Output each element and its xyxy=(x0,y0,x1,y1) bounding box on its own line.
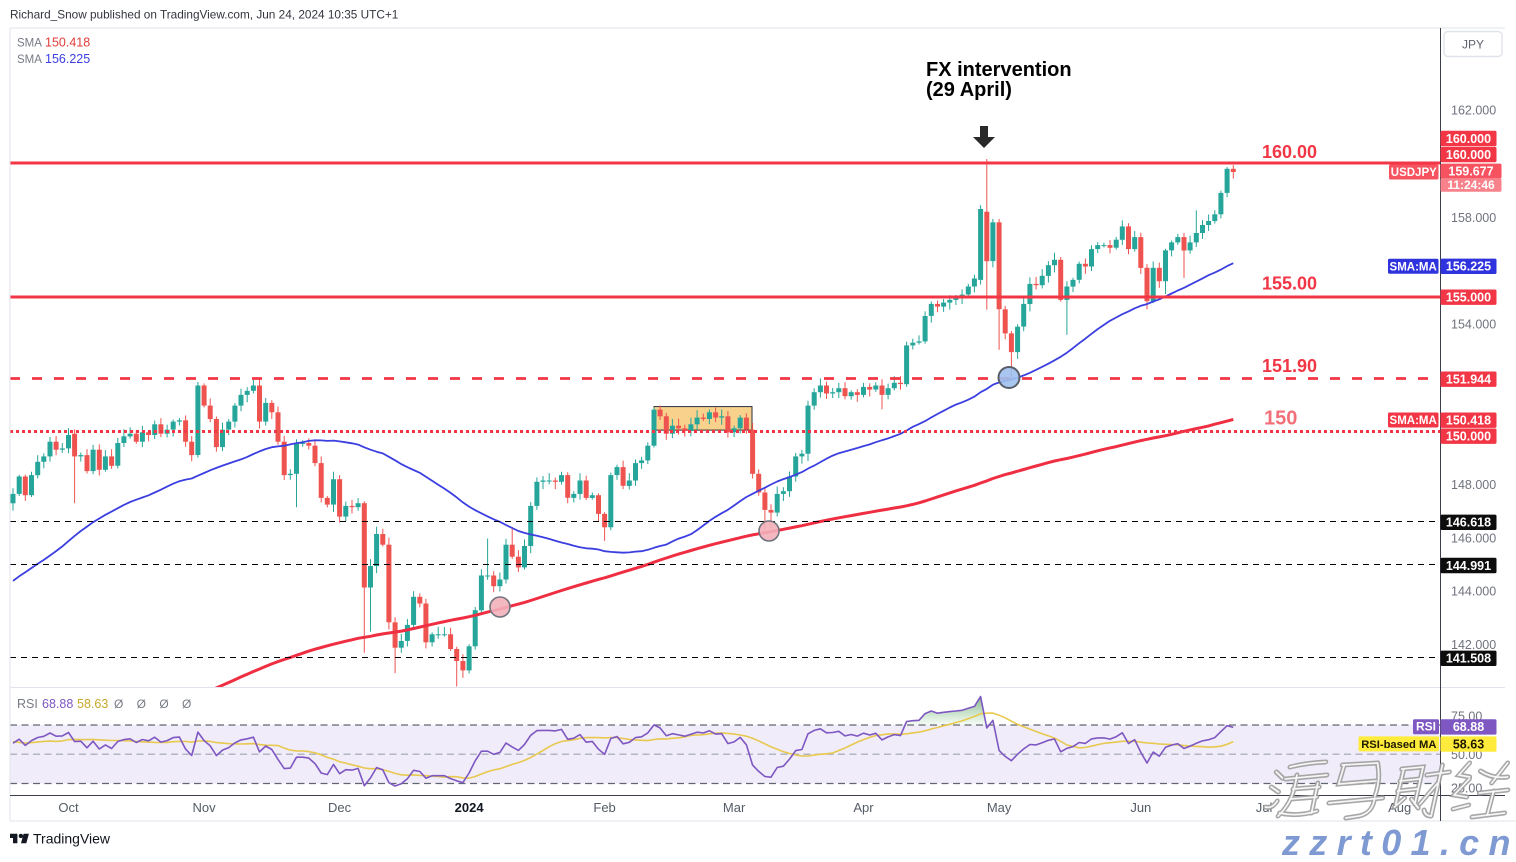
svg-text:155.00: 155.00 xyxy=(1262,274,1317,294)
svg-text:JPY: JPY xyxy=(1462,38,1484,52)
svg-text:Ø Ø Ø Ø: Ø Ø Ø Ø xyxy=(114,697,196,711)
svg-text:142.000: 142.000 xyxy=(1451,638,1496,652)
svg-text:155.000: 155.000 xyxy=(1446,291,1491,305)
svg-text:SMA: SMA xyxy=(17,54,42,66)
svg-text:SMA: SMA xyxy=(17,38,42,50)
svg-text:TradingView: TradingView xyxy=(33,831,111,847)
svg-text:146.618: 146.618 xyxy=(1446,516,1491,530)
svg-text:160.000: 160.000 xyxy=(1446,148,1491,162)
svg-text:SMA:MA: SMA:MA xyxy=(1390,415,1437,427)
svg-text:144.991: 144.991 xyxy=(1446,559,1491,573)
svg-text:68.88: 68.88 xyxy=(42,697,73,711)
svg-text:Oct: Oct xyxy=(58,800,79,815)
svg-text:Jun: Jun xyxy=(1130,800,1151,815)
svg-text:(29 April): (29 April) xyxy=(926,79,1012,101)
svg-text:May: May xyxy=(987,800,1012,815)
svg-text:162.000: 162.000 xyxy=(1451,104,1496,118)
svg-text:156.225: 156.225 xyxy=(45,52,90,66)
svg-text:11:24:46: 11:24:46 xyxy=(1447,178,1495,192)
svg-text:Nov: Nov xyxy=(193,800,217,815)
svg-text:2024: 2024 xyxy=(455,800,485,815)
svg-text:154.000: 154.000 xyxy=(1451,318,1496,332)
svg-text:151.90: 151.90 xyxy=(1262,356,1317,376)
svg-text:RSI: RSI xyxy=(1416,720,1436,734)
svg-text:158.000: 158.000 xyxy=(1451,211,1496,225)
svg-text:146.000: 146.000 xyxy=(1451,532,1496,546)
svg-text:zzrt01.cn: zzrt01.cn xyxy=(1281,822,1516,857)
svg-text:FX intervention: FX intervention xyxy=(926,59,1072,81)
svg-text:151.944: 151.944 xyxy=(1446,373,1491,387)
svg-text:SMA:MA: SMA:MA xyxy=(1390,261,1437,273)
svg-text:156.225: 156.225 xyxy=(1446,260,1491,274)
svg-text:160.000: 160.000 xyxy=(1446,132,1491,146)
svg-text:150.418: 150.418 xyxy=(45,36,90,50)
svg-text:150.000: 150.000 xyxy=(1446,430,1491,444)
svg-text:Feb: Feb xyxy=(593,800,615,815)
svg-text:160.00: 160.00 xyxy=(1262,142,1317,162)
svg-text:150.418: 150.418 xyxy=(1446,414,1491,428)
svg-text:Richard_Snow published on Trad: Richard_Snow published on TradingView.co… xyxy=(10,8,398,22)
svg-text:Mar: Mar xyxy=(723,800,746,815)
svg-text:USDJPY: USDJPY xyxy=(1391,167,1437,179)
svg-text:68.88: 68.88 xyxy=(1453,720,1484,734)
svg-text:RSI: RSI xyxy=(17,697,38,711)
svg-text:58.63: 58.63 xyxy=(1453,737,1484,751)
svg-text:144.000: 144.000 xyxy=(1451,585,1496,599)
svg-text:Dec: Dec xyxy=(328,800,352,815)
svg-text:141.508: 141.508 xyxy=(1446,652,1491,666)
svg-text:148.000: 148.000 xyxy=(1451,478,1496,492)
svg-text:Apr: Apr xyxy=(853,800,874,815)
svg-text:150: 150 xyxy=(1264,408,1297,430)
svg-text:58.63: 58.63 xyxy=(77,697,108,711)
svg-text:159.677: 159.677 xyxy=(1448,164,1493,178)
svg-text:RSI-based MA: RSI-based MA xyxy=(1361,739,1436,751)
